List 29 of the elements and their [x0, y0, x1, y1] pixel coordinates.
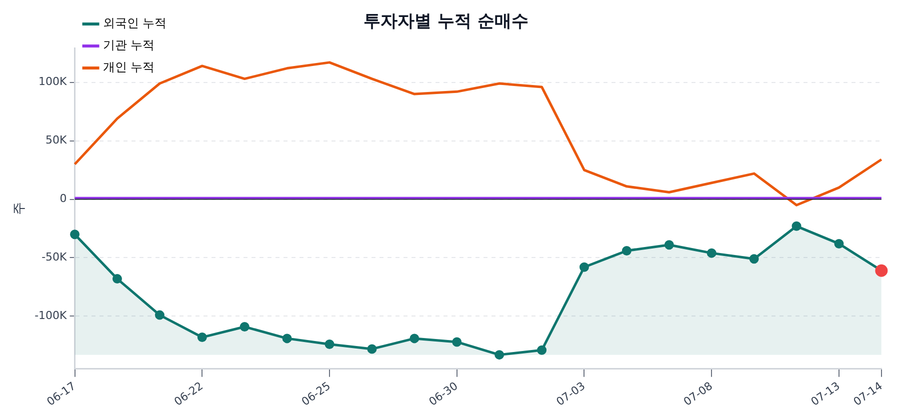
y-tick-label: 0 — [60, 192, 67, 206]
chart-title: 투자자별 누적 순매수 — [364, 12, 528, 32]
point — [112, 274, 122, 284]
point — [537, 345, 547, 355]
y-axis-title: 주 — [12, 202, 28, 216]
point — [579, 262, 589, 272]
legend-label: 기관 누적 — [102, 38, 155, 52]
point — [324, 340, 334, 350]
legend-label: 개인 누적 — [102, 60, 155, 74]
point — [410, 334, 420, 344]
point — [452, 337, 462, 347]
point — [622, 246, 632, 256]
point — [240, 322, 250, 332]
point — [749, 254, 759, 264]
y-tick-label: -50K — [42, 250, 68, 264]
point — [792, 221, 802, 231]
y-tick-label: -100K — [34, 309, 68, 322]
point — [70, 230, 80, 240]
point — [282, 334, 292, 344]
y-tick-label: 100K — [38, 75, 68, 88]
point — [197, 332, 207, 342]
point — [706, 248, 716, 258]
point — [664, 240, 674, 250]
point — [154, 310, 164, 320]
y-tick-label: 50K — [46, 134, 68, 147]
point — [494, 350, 504, 360]
legend-label: 외국인 누적 — [102, 16, 167, 30]
point — [834, 238, 844, 248]
point — [367, 344, 377, 354]
